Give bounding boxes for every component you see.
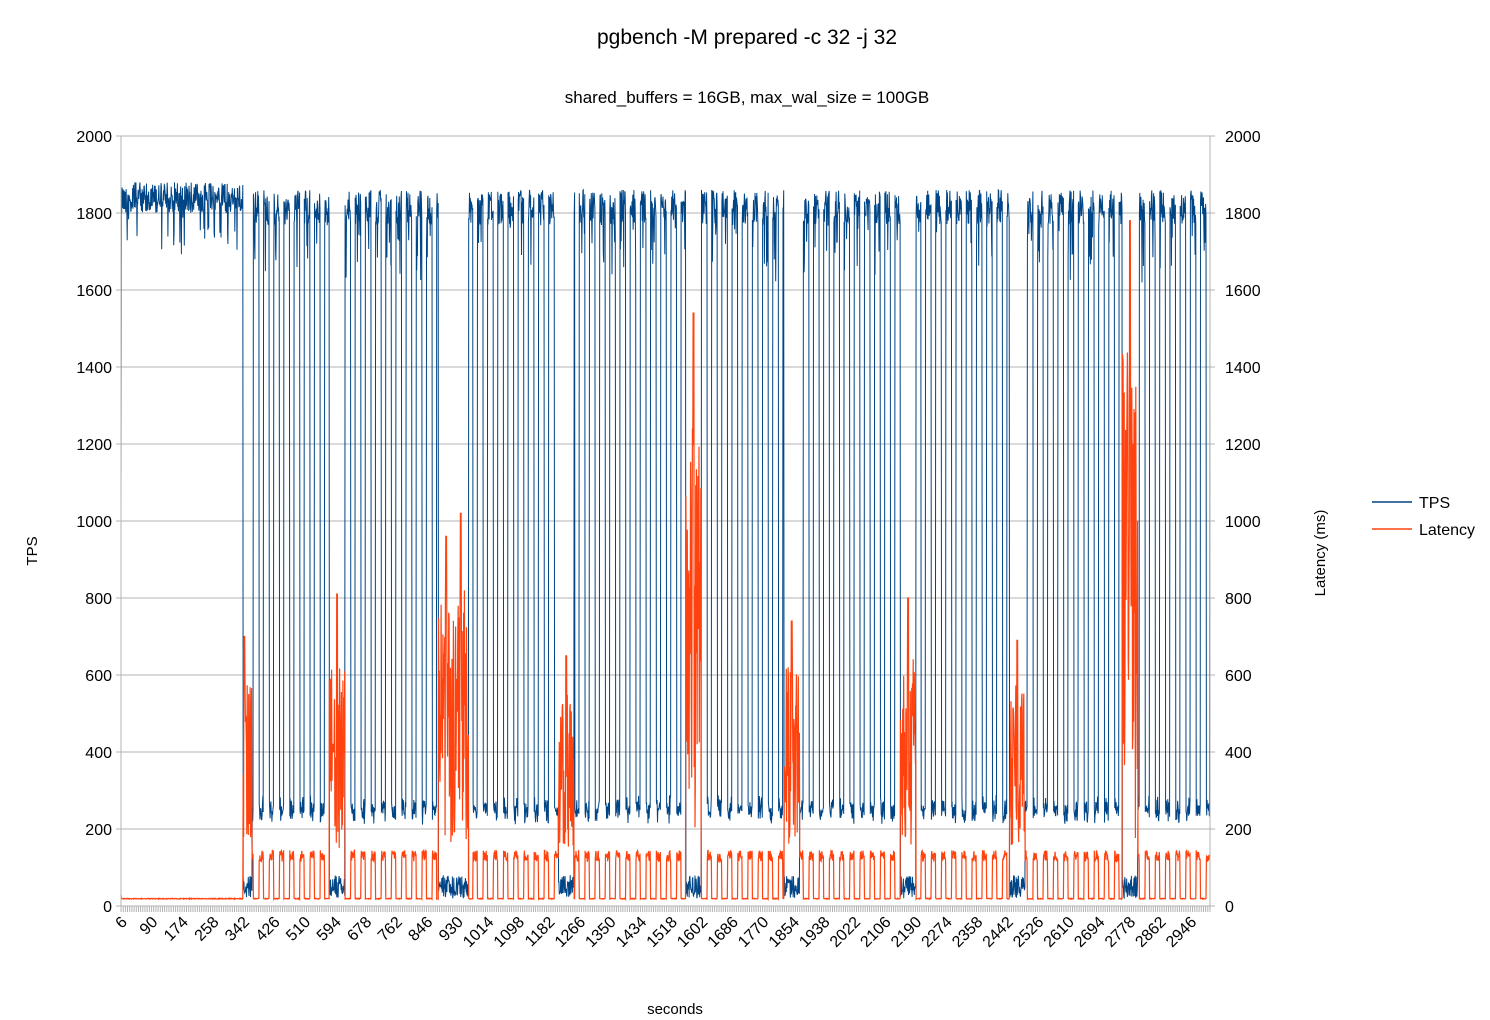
y-axis-left-ticks: 0 200 400 600 800 1000 1200 1400 1600 1800 2000 bbox=[76, 129, 112, 916]
y-tick-label-right: 1400 bbox=[1225, 360, 1261, 377]
y-tick-label-left: 400 bbox=[85, 745, 112, 762]
x-tick-label: 1098 bbox=[491, 914, 528, 951]
x-tick-label: 1938 bbox=[796, 914, 833, 951]
y-tick-label-left: 1000 bbox=[76, 514, 112, 531]
x-tick-label: 510 bbox=[283, 914, 314, 945]
x-tick-label: 1350 bbox=[582, 914, 619, 951]
y-axis-left-label: TPS bbox=[24, 536, 41, 565]
x-tick-label: 1770 bbox=[735, 914, 772, 951]
chart-title: pgbench -M prepared -c 32 -j 32 bbox=[597, 26, 897, 49]
y-tick-label-right: 0 bbox=[1225, 899, 1234, 916]
x-tick-label: 6 bbox=[113, 914, 131, 932]
x-tick-label: 1434 bbox=[613, 914, 650, 951]
series-line-latency bbox=[120, 220, 1211, 902]
y-tick-label-left: 600 bbox=[85, 668, 112, 685]
x-tick-label: 2106 bbox=[857, 914, 894, 951]
x-tick-label: 342 bbox=[222, 914, 253, 945]
y-tick-label-left: 0 bbox=[103, 899, 112, 916]
x-axis-ticks bbox=[120, 906, 1211, 912]
y-tick-label-left: 200 bbox=[85, 822, 112, 839]
y-tick-label-right: 600 bbox=[1225, 668, 1252, 685]
series-layer bbox=[120, 182, 1211, 902]
x-tick-label: 2442 bbox=[980, 914, 1017, 951]
x-tick-label: 2862 bbox=[1132, 914, 1169, 951]
y-tick-label-right: 400 bbox=[1225, 745, 1252, 762]
x-tick-label: 1182 bbox=[522, 914, 558, 950]
x-tick-label: 1266 bbox=[552, 914, 589, 951]
plot-area bbox=[120, 135, 1211, 907]
x-tick-label: 1686 bbox=[705, 914, 742, 951]
x-tick-label: 2274 bbox=[919, 914, 956, 951]
legend-label-latency: Latency bbox=[1419, 522, 1475, 539]
y-tick-label-right: 2000 bbox=[1225, 129, 1261, 146]
y-tick-label-left: 800 bbox=[85, 591, 112, 608]
legend-label-tps: TPS bbox=[1419, 495, 1450, 512]
x-tick-label: 1518 bbox=[644, 914, 681, 951]
x-tick-label: 2610 bbox=[1041, 914, 1078, 951]
x-tick-label: 90 bbox=[137, 914, 162, 939]
x-tick-label: 2022 bbox=[827, 914, 864, 951]
x-tick-label: 2946 bbox=[1163, 914, 1200, 951]
legend: TPS Latency bbox=[1372, 495, 1475, 539]
x-tick-label: 762 bbox=[375, 914, 406, 945]
y-tick-label-left: 1200 bbox=[76, 437, 112, 454]
chart-subtitle: shared_buffers = 16GB, max_wal_size = 10… bbox=[565, 88, 929, 107]
series-line-tps bbox=[120, 182, 1211, 900]
grid-lines bbox=[116, 135, 1215, 907]
x-tick-label: 2526 bbox=[1010, 914, 1047, 951]
x-tick-label: 2358 bbox=[949, 914, 986, 951]
y-tick-label-left: 1800 bbox=[76, 206, 112, 223]
x-tick-label: 846 bbox=[405, 914, 436, 945]
x-tick-label: 1854 bbox=[766, 914, 803, 951]
x-tick-label: 2778 bbox=[1102, 914, 1139, 951]
x-tick-label: 258 bbox=[192, 914, 223, 945]
y-tick-label-right: 1000 bbox=[1225, 514, 1261, 531]
y-tick-label-left: 2000 bbox=[76, 129, 112, 146]
y-tick-label-left: 1400 bbox=[76, 360, 112, 377]
x-tick-label: 2694 bbox=[1071, 914, 1108, 951]
y-tick-label-right: 1200 bbox=[1225, 437, 1261, 454]
x-tick-label: 1602 bbox=[674, 914, 711, 951]
x-tick-label: 174 bbox=[161, 914, 192, 945]
x-tick-label: 426 bbox=[253, 914, 284, 945]
x-tick-label: 1014 bbox=[460, 914, 497, 951]
y-tick-label-right: 200 bbox=[1225, 822, 1252, 839]
y-tick-label-left: 1600 bbox=[76, 283, 112, 300]
x-tick-label: 678 bbox=[344, 914, 375, 945]
y-tick-label-right: 1800 bbox=[1225, 206, 1261, 223]
x-axis-label: seconds bbox=[647, 1001, 703, 1018]
x-minor-ticks bbox=[120, 906, 1211, 912]
y-axis-right-ticks: 0 200 400 600 800 1000 1200 1400 1600 1800 2000 bbox=[1225, 129, 1261, 916]
y-tick-label-right: 1600 bbox=[1225, 283, 1261, 300]
x-tick-label: 2190 bbox=[888, 914, 925, 951]
y-tick-label-right: 800 bbox=[1225, 591, 1252, 608]
x-axis-tick-labels: 6 90 174 258 342 426 510 594 678 762 846 9301014109… bbox=[113, 914, 1201, 951]
y-axis-right-label: Latency (ms) bbox=[1312, 510, 1329, 597]
x-tick-label: 594 bbox=[314, 914, 345, 945]
